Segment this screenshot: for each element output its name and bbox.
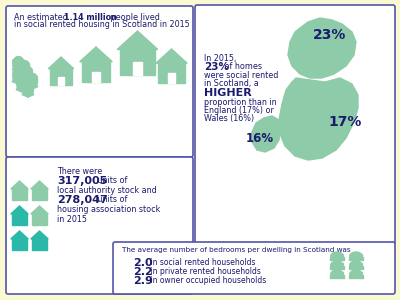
Polygon shape <box>82 62 110 82</box>
Text: Wales (16%): Wales (16%) <box>204 114 254 123</box>
Polygon shape <box>117 31 158 50</box>
Text: 317,005: 317,005 <box>57 176 107 186</box>
Text: housing association stock: housing association stock <box>57 205 160 214</box>
Text: in Scotland, a: in Scotland, a <box>204 79 259 88</box>
Bar <box>349 266 363 269</box>
Text: 2.2: 2.2 <box>133 267 153 277</box>
Polygon shape <box>58 76 64 85</box>
Polygon shape <box>331 261 343 266</box>
Polygon shape <box>31 206 48 214</box>
Polygon shape <box>32 239 47 250</box>
Bar <box>331 263 336 265</box>
Circle shape <box>27 83 29 86</box>
Bar <box>358 263 362 265</box>
Polygon shape <box>158 63 185 83</box>
Text: The average number of bedrooms per dwelling in Scotland was: The average number of bedrooms per dwell… <box>122 247 351 253</box>
Text: England (17%) or: England (17%) or <box>204 106 274 115</box>
Bar <box>330 266 344 269</box>
FancyBboxPatch shape <box>6 157 193 294</box>
Text: units of: units of <box>95 176 127 185</box>
Bar <box>350 254 355 256</box>
Polygon shape <box>92 71 100 82</box>
Bar <box>330 274 344 278</box>
Text: proportion than in: proportion than in <box>204 98 277 107</box>
Polygon shape <box>12 214 27 225</box>
Bar <box>349 256 363 260</box>
Polygon shape <box>133 62 142 75</box>
Circle shape <box>21 79 23 81</box>
FancyBboxPatch shape <box>113 242 395 294</box>
Bar <box>358 254 362 256</box>
Text: people lived: people lived <box>108 13 160 22</box>
Bar <box>350 272 355 274</box>
Text: in social rented housing in Scotland in 2015: in social rented housing in Scotland in … <box>14 20 190 29</box>
Polygon shape <box>31 231 48 239</box>
Polygon shape <box>11 206 28 214</box>
Polygon shape <box>11 231 28 239</box>
Polygon shape <box>252 116 280 152</box>
Circle shape <box>31 76 33 78</box>
Bar <box>350 263 355 265</box>
Polygon shape <box>350 270 362 274</box>
Text: in 2015: in 2015 <box>57 215 87 224</box>
Polygon shape <box>156 49 187 63</box>
Text: 2.9: 2.9 <box>133 276 153 286</box>
Text: In 2015,: In 2015, <box>204 54 236 63</box>
Text: units of: units of <box>95 195 127 204</box>
Circle shape <box>23 62 25 65</box>
Bar <box>331 272 336 274</box>
Text: 16%: 16% <box>246 131 274 145</box>
FancyBboxPatch shape <box>6 6 193 157</box>
Polygon shape <box>288 18 356 78</box>
Text: 278,047: 278,047 <box>57 195 108 205</box>
Polygon shape <box>11 181 28 189</box>
Polygon shape <box>331 270 343 274</box>
Polygon shape <box>168 73 175 83</box>
Text: were social rented: were social rented <box>204 71 278 80</box>
Text: An estimated: An estimated <box>14 13 70 22</box>
Bar <box>338 272 343 274</box>
Text: of homes: of homes <box>222 62 262 71</box>
Text: 23%: 23% <box>204 62 229 72</box>
Polygon shape <box>12 239 27 250</box>
Circle shape <box>26 68 28 71</box>
Polygon shape <box>350 252 362 256</box>
Text: There were: There were <box>57 167 102 176</box>
Text: 17%: 17% <box>328 115 362 129</box>
Polygon shape <box>80 47 112 62</box>
Polygon shape <box>120 50 155 75</box>
Text: in private rented households: in private rented households <box>148 267 261 276</box>
Text: in owner occupied households: in owner occupied households <box>148 276 266 285</box>
Polygon shape <box>31 181 48 189</box>
Polygon shape <box>12 189 27 200</box>
Bar <box>330 256 344 260</box>
Text: 1.14 million: 1.14 million <box>64 13 117 22</box>
Bar <box>331 254 336 256</box>
Text: HIGHER: HIGHER <box>204 88 252 98</box>
Polygon shape <box>50 69 72 85</box>
Text: in social rented households: in social rented households <box>148 258 256 267</box>
Polygon shape <box>279 78 358 160</box>
Circle shape <box>17 70 19 73</box>
Text: 23%: 23% <box>313 28 347 42</box>
Bar <box>358 272 362 274</box>
Polygon shape <box>331 252 343 256</box>
FancyBboxPatch shape <box>195 5 395 244</box>
Bar <box>338 263 343 265</box>
Bar <box>338 254 343 256</box>
Circle shape <box>17 58 19 61</box>
Text: 2.0: 2.0 <box>133 258 153 268</box>
Bar <box>349 274 363 278</box>
Polygon shape <box>32 214 47 225</box>
Polygon shape <box>32 189 47 200</box>
Text: local authority stock and: local authority stock and <box>57 186 157 195</box>
Polygon shape <box>350 261 362 266</box>
Polygon shape <box>48 57 74 69</box>
